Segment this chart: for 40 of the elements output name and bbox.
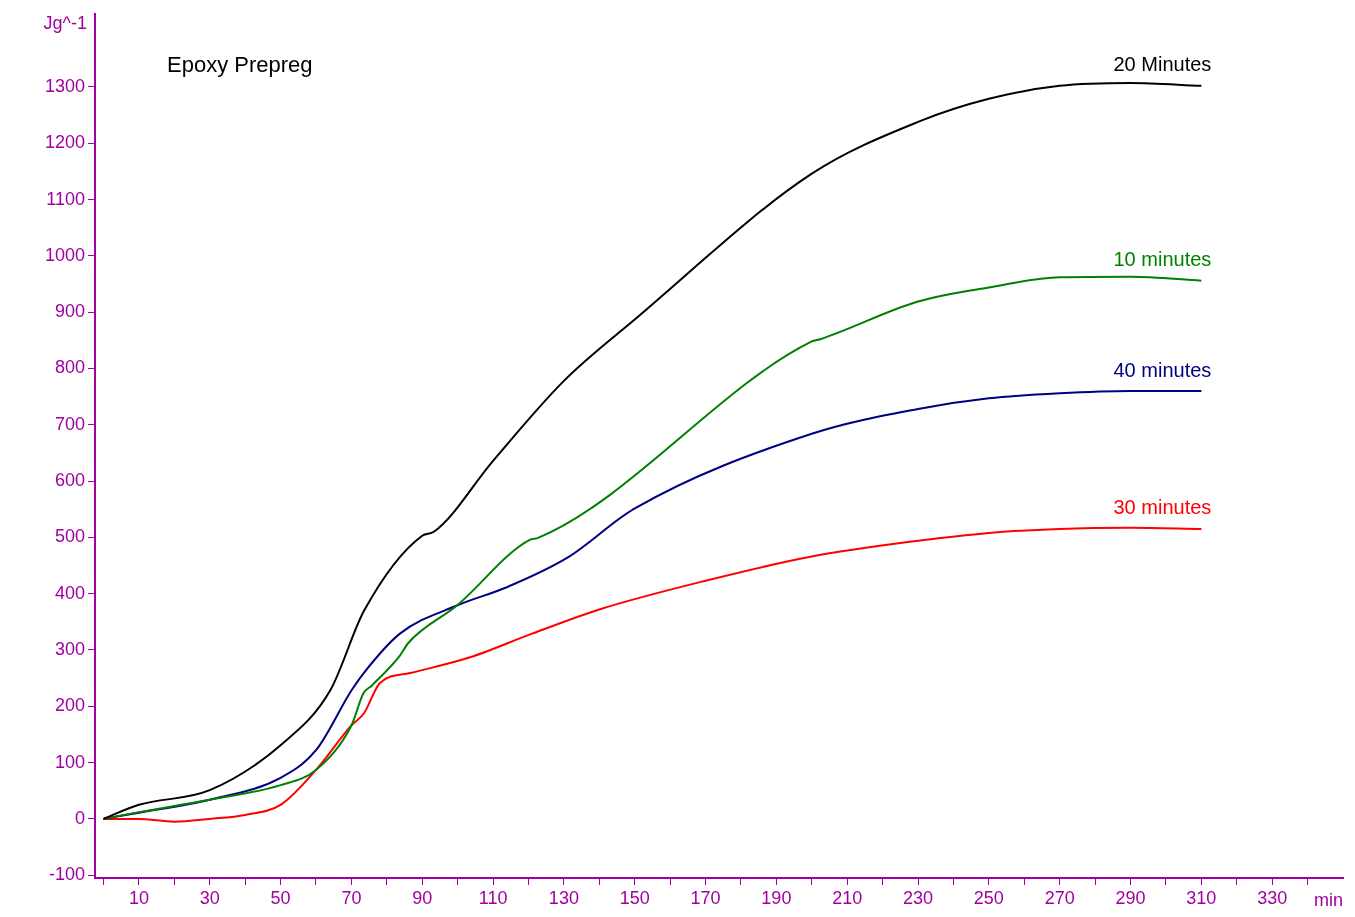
series-label: 10 minutes [1113,248,1212,271]
x-tick-label: 90 [412,887,433,908]
y-tick-label: 900 [54,301,85,322]
x-tick-label: 250 [973,887,1004,908]
x-tick-label: 10 [128,887,149,908]
y-tick-label: 1000 [44,244,85,265]
y-tick-label: 0 [74,807,85,828]
series-label: 20 Minutes [1113,53,1212,76]
text: Epoxy Prepreg [167,51,313,77]
x-tick-label: 210 [832,887,863,908]
y-tick-label: 1100 [46,188,85,209]
x-tick-label: 230 [903,887,934,908]
x-tick-label: 30 [199,887,220,908]
series-label: 40 minutes [1113,358,1212,381]
y-axis-title: Jg^-1 [43,12,87,33]
x-tick-label: 310 [1186,887,1217,908]
x-tick-label: 290 [1115,887,1146,908]
y-tick-label: 400 [54,582,85,603]
series-label: 30 minutes [1113,496,1212,519]
x-tick-label: 330 [1257,887,1288,908]
y-tick-label: 100 [54,751,85,772]
y-tick-label: 1200 [44,132,85,153]
y-tick-label: 500 [54,526,85,547]
x-tick-label: 50 [270,887,291,908]
x-tick-label: 190 [761,887,792,908]
line-series [102,526,1203,823]
x-axis-title: min [1313,889,1343,910]
x-tick-label: 130 [548,887,579,908]
x-tick-label: 170 [690,887,721,908]
y-tick-label: 200 [54,695,85,716]
y-tick-label: 1300 [44,75,85,96]
x-tick-label: 110 [478,887,508,908]
y-tick-label: 300 [54,638,85,659]
x-tick-label: 270 [1044,887,1075,908]
y-tick-label: 700 [54,413,85,434]
x-tick-label: 150 [619,887,650,908]
y-tick-label: -100 [48,864,85,885]
x-tick-label: 70 [341,887,362,908]
y-tick-label: 600 [54,470,85,491]
y-tick-label: 800 [54,357,85,378]
